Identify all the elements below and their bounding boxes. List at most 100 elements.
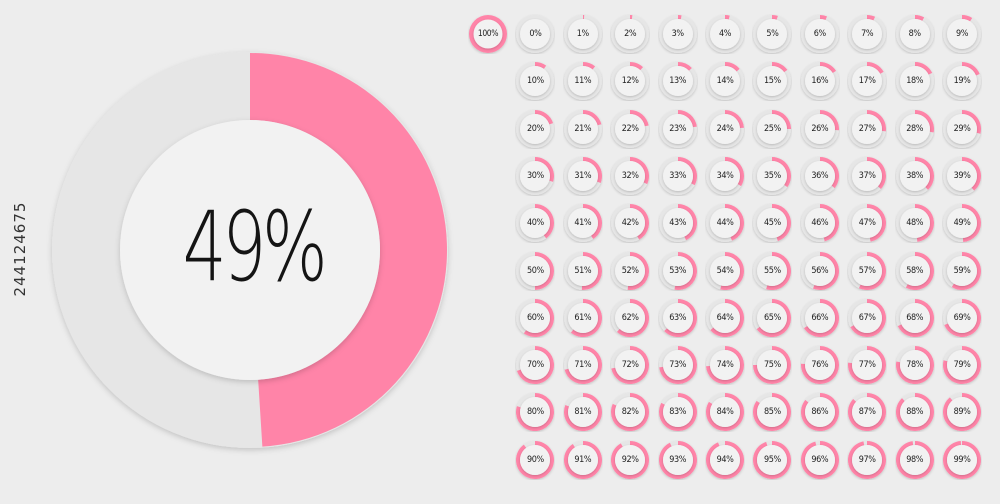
donut-center [567, 113, 598, 144]
donut-center [567, 19, 598, 49]
donut-center [615, 66, 646, 97]
donut-fill-arc [962, 62, 980, 76]
progress-donut: 80% [515, 392, 555, 432]
donut-graphic [706, 298, 744, 337]
progress-donut: 20% [515, 109, 555, 149]
donut-percentage-label: 21% [574, 123, 592, 134]
donut-percentage-label: 29% [953, 123, 971, 134]
donut-graphic [658, 440, 697, 479]
donut-graphic [516, 393, 555, 432]
progress-donut: 26% [800, 109, 840, 149]
donut-center [662, 113, 693, 144]
progress-donut-100-highlight: 100% [468, 14, 508, 54]
donut-graphic [658, 15, 697, 53]
donut-graphic [753, 346, 792, 385]
progress-donut: 77% [847, 345, 887, 385]
progress-donut: 89% [942, 392, 982, 432]
donut-center [757, 255, 788, 286]
progress-donut: 17% [847, 61, 887, 101]
donut-percentage-label: 31% [574, 170, 592, 181]
donut-graphic [848, 156, 887, 195]
donut-percentage-label: 88% [906, 407, 923, 418]
donut-percentage-label: 93% [669, 454, 686, 465]
donut-center [710, 66, 740, 97]
donut-graphic [611, 298, 650, 337]
donut-center [567, 397, 598, 428]
donut-graphic [469, 15, 507, 53]
progress-donut: 50% [515, 251, 555, 291]
progress-donut: 52% [610, 251, 650, 291]
progress-donut: 64% [705, 298, 745, 338]
donut-fill-arc [725, 62, 740, 72]
donut-center [615, 350, 646, 381]
donut-percentage-label: 49% [953, 218, 971, 229]
donut-center [662, 397, 693, 428]
progress-donut: 75% [752, 345, 792, 385]
donut-graphic [563, 251, 602, 290]
donut-fill-arc [819, 15, 827, 21]
donut-percentage-label: 82% [621, 407, 639, 418]
donut-percentage-label: 65% [763, 312, 781, 323]
donut-graphic [848, 109, 887, 148]
donut-center [852, 350, 883, 381]
progress-donut: 28% [895, 109, 935, 149]
donut-percentage-label: 64% [716, 312, 734, 323]
donut-graphic [800, 251, 839, 290]
progress-donut: 87% [847, 392, 887, 432]
donut-percentage-label: 46% [811, 218, 829, 229]
donut-fill-arc [867, 62, 884, 75]
donut-percentage-label: 40% [526, 218, 544, 229]
donut-percentage-label: 17% [858, 76, 876, 87]
progress-donut: 9% [942, 14, 982, 54]
donut-percentage-label: 60% [526, 312, 544, 323]
donut-graphic [706, 62, 744, 101]
progress-donut: 81% [563, 392, 603, 432]
donut-center [899, 255, 930, 286]
progress-donut: 92% [610, 440, 650, 480]
donut-percentage-label: 36% [811, 170, 829, 181]
donut-percentage-label: 4% [718, 29, 732, 39]
donut-graphic [753, 251, 792, 290]
donut-graphic [563, 393, 602, 432]
donut-center [615, 255, 646, 286]
donut-graphic [753, 393, 792, 432]
donut-percentage-label: 98% [906, 454, 923, 465]
donut-graphic [943, 251, 981, 290]
donut-graphic [516, 298, 555, 337]
donut-center [947, 208, 977, 239]
donut-percentage-label: 80% [526, 407, 544, 418]
progress-donut: 84% [705, 392, 745, 432]
donut-fill-arc [582, 62, 595, 70]
donut-percentage-label: 19% [953, 76, 971, 87]
donut-percentage-label: 33% [669, 170, 686, 181]
donut-fill-arc [914, 15, 924, 21]
donut-percentage-label: 50% [526, 265, 544, 276]
donut-graphic [943, 62, 981, 101]
donut-graphic [706, 156, 744, 195]
donut-graphic [895, 440, 934, 479]
donut-graphic [800, 346, 839, 385]
donut-percentage-label: 37% [858, 170, 876, 181]
progress-donut: 49% [942, 203, 982, 243]
donut-center [662, 444, 693, 475]
donut-percentage-label: 6% [813, 29, 826, 39]
donut-center [757, 350, 788, 381]
donut-center [662, 66, 693, 97]
progress-donut: 65% [752, 298, 792, 338]
donut-fill-arc [772, 15, 779, 20]
donut-percentage-label: 48% [906, 218, 923, 229]
donut-center [662, 350, 693, 381]
donut-graphic [516, 251, 555, 290]
progress-donut: 56% [800, 251, 840, 291]
progress-donut: 6% [800, 14, 840, 54]
progress-donut: 98% [895, 440, 935, 480]
donut-fill-arc [582, 109, 602, 125]
donut-fill-arc [867, 156, 887, 189]
donut-graphic [516, 204, 555, 243]
donut-graphic [895, 156, 934, 195]
progress-donut: 32% [610, 156, 650, 196]
donut-center [899, 19, 930, 49]
donut-center [947, 19, 977, 49]
progress-donut: 24% [705, 109, 745, 149]
progress-donut: 13% [658, 61, 698, 101]
